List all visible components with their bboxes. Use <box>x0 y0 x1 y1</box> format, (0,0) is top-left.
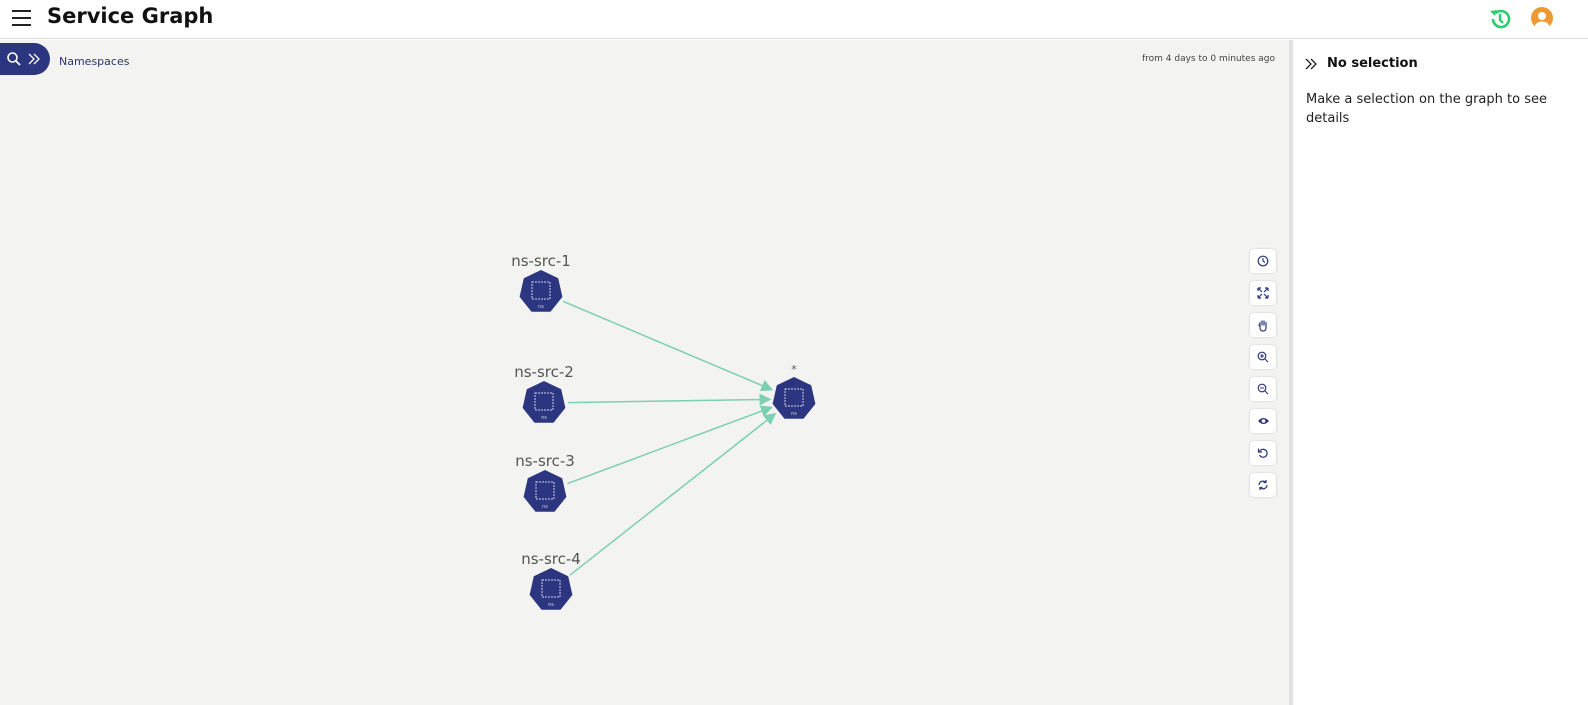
panel-text: Make a selection on the graph to see det… <box>1306 92 1547 126</box>
graph-node[interactable]: ns ns-src-3 <box>515 452 575 512</box>
node-shape <box>523 470 567 512</box>
page-title: Service Graph <box>47 4 214 28</box>
node-type: ns <box>541 415 547 421</box>
graph-edge[interactable] <box>567 405 773 485</box>
graph-node[interactable]: ns ns-src-1 <box>511 252 571 312</box>
graph-edge[interactable] <box>569 412 777 576</box>
node-type: ns <box>538 304 544 310</box>
zoom-out-icon[interactable] <box>1250 377 1276 401</box>
graph-controls <box>1250 249 1276 505</box>
namespaces-label[interactable]: Namespaces <box>59 55 130 68</box>
node-type: ns <box>791 411 797 417</box>
top-bar: Service Graph <box>0 0 1588 39</box>
service-graph[interactable]: ns ns-src-1 ns ns-src-2 ns ns-src-3 ns ns-src-4… <box>0 40 1289 705</box>
node-label: ns-src-1 <box>511 252 571 270</box>
menu-icon[interactable] <box>12 10 31 26</box>
node-label: ns-src-2 <box>514 363 574 381</box>
graph-edge[interactable] <box>567 393 772 406</box>
graph-node[interactable]: ns ns-src-2 <box>514 363 574 423</box>
node-type: ns <box>542 504 548 510</box>
namespace-toggle-button[interactable] <box>0 43 50 75</box>
node-label: * <box>791 363 797 376</box>
zoom-in-icon[interactable] <box>1250 345 1276 369</box>
node-shape <box>522 381 566 423</box>
graph-canvas[interactable]: ns ns-src-1 ns ns-src-2 ns ns-src-3 ns ns-src-4… <box>0 40 1289 705</box>
namespace-icon <box>784 388 804 407</box>
graph-edge[interactable] <box>562 300 774 392</box>
user-avatar-icon[interactable] <box>1531 7 1553 29</box>
clock-icon[interactable] <box>1250 249 1276 273</box>
node-type: ns <box>548 602 554 608</box>
eye-icon[interactable] <box>1250 409 1276 433</box>
node-shape <box>519 270 563 312</box>
search-icon <box>7 52 21 66</box>
refresh-icon[interactable] <box>1250 473 1276 497</box>
node-label: ns-src-4 <box>521 550 581 568</box>
reset-icon[interactable] <box>1250 441 1276 465</box>
namespace-icon <box>534 392 554 411</box>
graph-node[interactable]: ns ns-src-4 <box>521 550 581 610</box>
namespace-icon <box>535 481 555 500</box>
pan-hand-icon[interactable] <box>1250 313 1276 337</box>
node-label: ns-src-3 <box>515 452 575 470</box>
double-chevron-right-icon[interactable] <box>1305 58 1317 70</box>
panel-title: No selection <box>1327 56 1418 71</box>
namespace-icon <box>531 281 551 300</box>
namespace-icon <box>541 579 561 598</box>
fit-screen-icon[interactable] <box>1250 281 1276 305</box>
double-chevron-right-icon <box>28 53 40 65</box>
details-panel: No selection Make a selection on the gra… <box>1293 40 1588 705</box>
history-icon[interactable] <box>1487 6 1513 32</box>
time-range: from 4 days to 0 minutes ago <box>1141 54 1275 64</box>
node-shape <box>772 377 816 419</box>
panel-resize-handle[interactable] <box>1289 40 1293 705</box>
node-shape <box>529 568 573 610</box>
graph-node[interactable]: ns * <box>772 363 816 419</box>
